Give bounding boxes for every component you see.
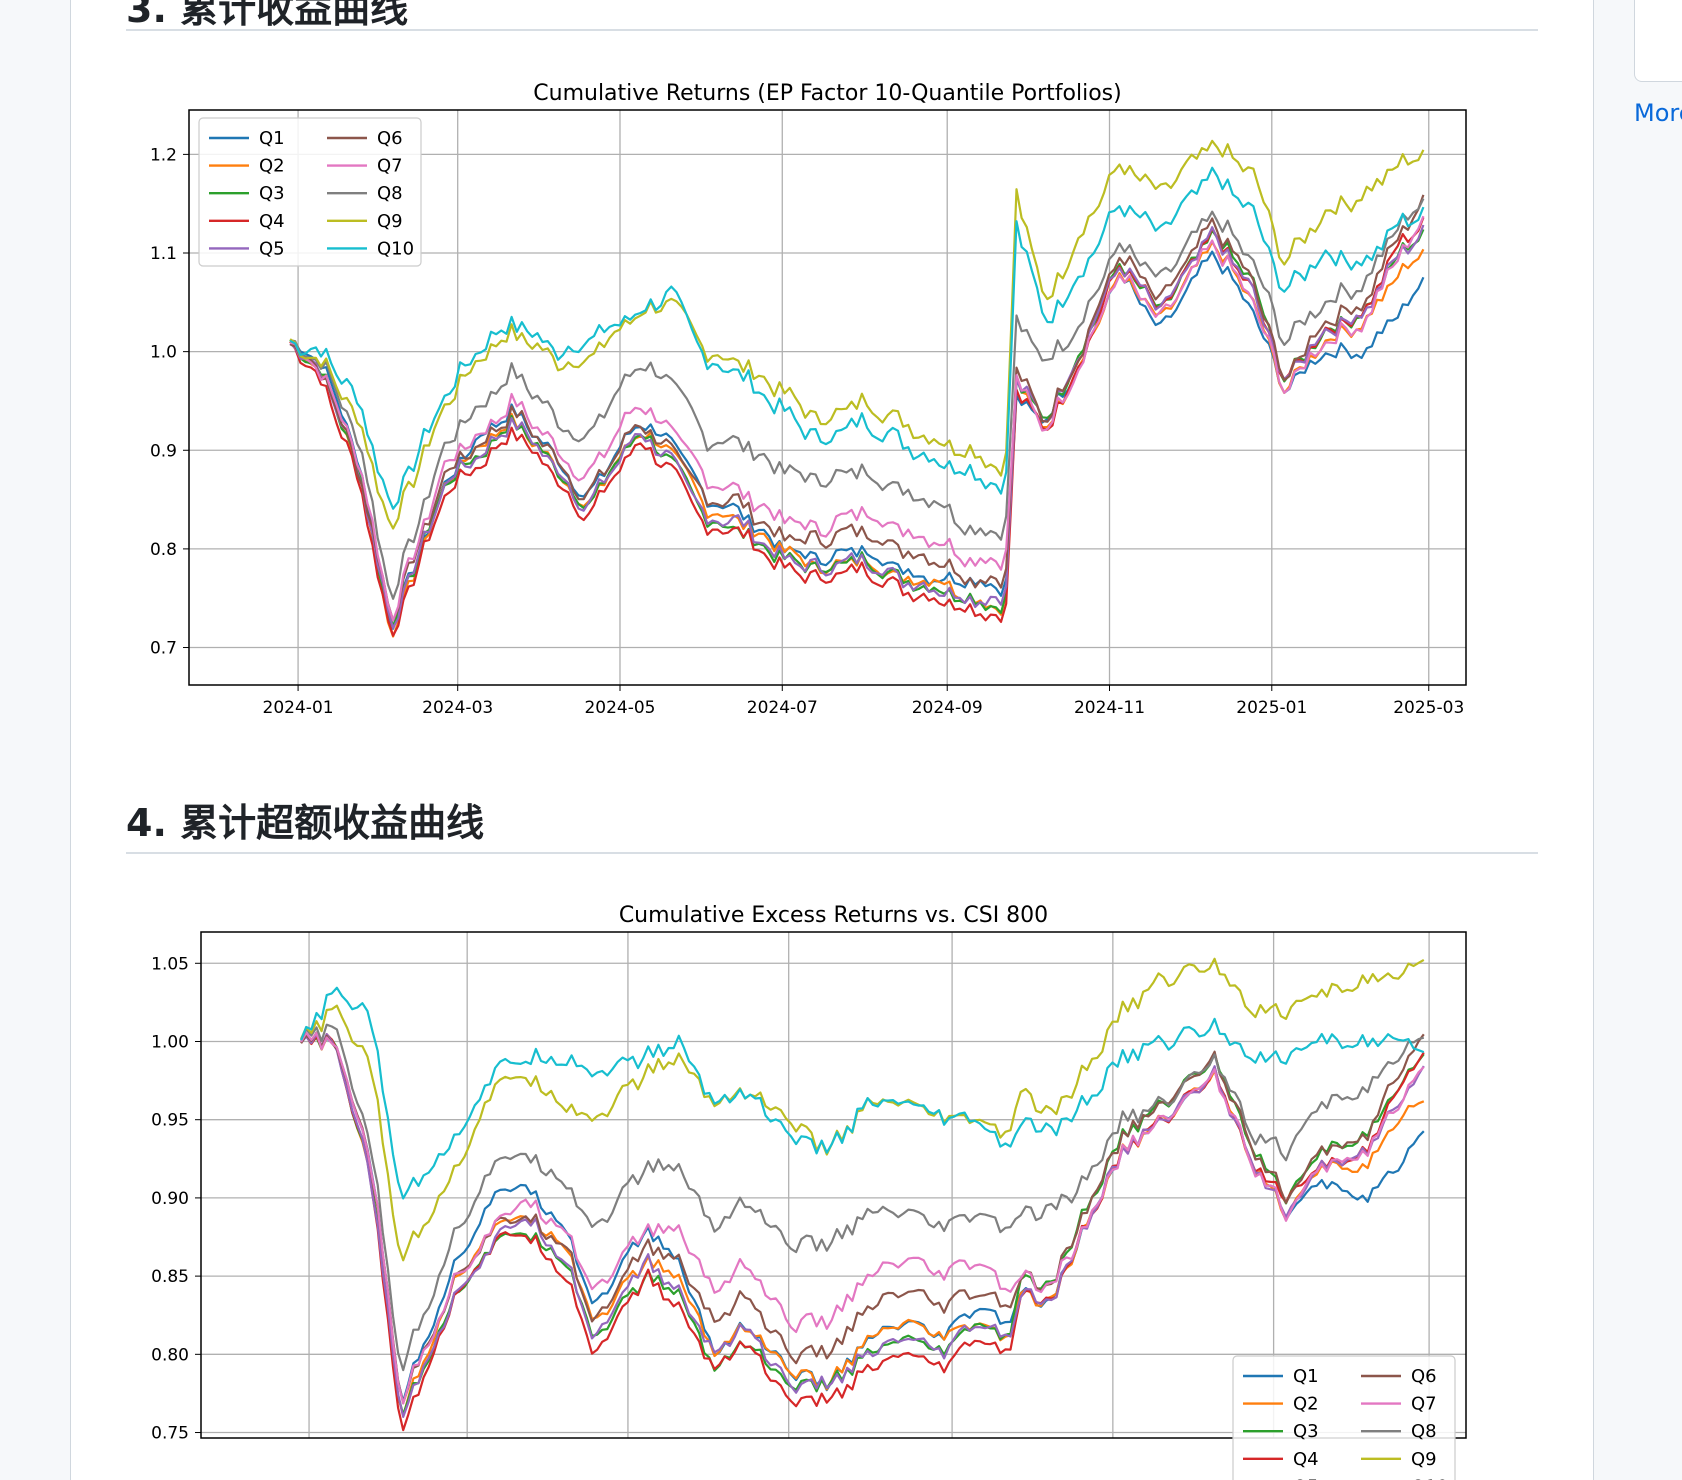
legend-label-q3: Q3 xyxy=(259,183,285,204)
cumulative-returns-chart: Cumulative Returns (EP Factor 10-Quantil… xyxy=(150,81,1467,718)
section-title-cumulative-excess-returns: 4. 累计超额收益曲线 xyxy=(126,801,485,845)
chart-title: Cumulative Returns (EP Factor 10-Quantil… xyxy=(533,81,1121,106)
legend-label-q5: Q5 xyxy=(259,238,285,259)
legend-label-q10: Q10 xyxy=(1411,1476,1448,1480)
series-line-q7 xyxy=(300,1031,1425,1405)
x-tick-label: 2024-01 xyxy=(263,698,334,718)
y-tick-label: 0.7 xyxy=(150,639,177,659)
y-tick-label: 0.80 xyxy=(151,1345,189,1365)
x-tick-label: 2025-03 xyxy=(1393,698,1464,718)
series-group xyxy=(300,957,1425,1432)
sidebar-more-link[interactable]: More xyxy=(1634,99,1682,127)
series-line-q10 xyxy=(300,986,1425,1200)
x-tick-label: 2024-11 xyxy=(1074,698,1145,718)
series-line-q8 xyxy=(289,198,1425,600)
chart-title: Cumulative Excess Returns vs. CSI 800 xyxy=(619,903,1048,928)
series-line-q5 xyxy=(289,224,1425,630)
series-group xyxy=(289,139,1425,638)
section-divider xyxy=(126,29,1538,31)
legend-label-q8: Q8 xyxy=(1411,1421,1437,1442)
legend-label-q4: Q4 xyxy=(1293,1449,1319,1470)
series-line-q8 xyxy=(300,1023,1425,1372)
legend-label-q10: Q10 xyxy=(377,238,414,259)
y-tick-label: 1.0 xyxy=(150,343,177,363)
series-line-q9 xyxy=(289,139,1425,530)
legend-label-q6: Q6 xyxy=(1411,1366,1437,1387)
x-tick-label: 2025-01 xyxy=(1236,698,1307,718)
legend-label-q9: Q9 xyxy=(1411,1449,1437,1470)
legend-label-q4: Q4 xyxy=(259,211,285,232)
x-tick-label: 2024-07 xyxy=(747,698,818,718)
y-tick-label: 0.8 xyxy=(150,540,177,560)
legend-label-q5: Q5 xyxy=(1293,1476,1319,1480)
legend-label-q7: Q7 xyxy=(377,156,403,177)
x-tick-label: 2024-09 xyxy=(912,698,983,718)
legend-label-q1: Q1 xyxy=(259,128,285,149)
x-tick-label: 2024-03 xyxy=(422,698,493,718)
legend: Q1 Q2 Q3 Q4 Q5 Q6 Q7 Q8 Q9 Q10 xyxy=(1232,1355,1456,1480)
y-tick-label: 1.1 xyxy=(150,244,177,264)
series-line-q7 xyxy=(289,215,1425,622)
series-line-q5 xyxy=(300,1033,1425,1419)
y-tick-label: 1.00 xyxy=(151,1032,189,1052)
legend-label-q9: Q9 xyxy=(377,211,403,232)
y-tick-label: 1.2 xyxy=(150,145,177,165)
sidebar-card xyxy=(1634,0,1682,82)
legend-box xyxy=(198,117,422,267)
section-divider xyxy=(126,852,1538,854)
y-tick-label: 0.75 xyxy=(151,1424,189,1444)
series-line-q6 xyxy=(289,194,1425,622)
plot-frame xyxy=(200,931,1467,1439)
series-line-q9 xyxy=(300,957,1425,1262)
legend-label-q8: Q8 xyxy=(377,183,403,204)
series-line-q1 xyxy=(289,250,1425,630)
legend-label-q7: Q7 xyxy=(1411,1394,1437,1415)
series-line-q10 xyxy=(289,166,1425,510)
section-title-cumulative-returns: 3. 累计收益曲线 xyxy=(126,0,409,31)
legend-label-q3: Q3 xyxy=(1293,1421,1319,1442)
y-tick-label: 0.90 xyxy=(151,1189,189,1209)
legend-label-q2: Q2 xyxy=(259,156,285,177)
legend-label-q1: Q1 xyxy=(1293,1366,1319,1387)
y-tick-label: 1.05 xyxy=(151,954,189,974)
x-tick-label: 2024-05 xyxy=(584,698,655,718)
legend-label-q2: Q2 xyxy=(1293,1394,1319,1415)
legend-label-q6: Q6 xyxy=(377,128,403,149)
y-tick-label: 0.95 xyxy=(151,1111,189,1131)
cumulative-excess-returns-chart: Cumulative Excess Returns vs. CSI 800 0.7… xyxy=(151,903,1467,1480)
legend: Q1 Q2 Q3 Q4 Q5 Q6 Q7 Q8 Q9 Q10 xyxy=(198,117,422,267)
series-line-q6 xyxy=(300,1031,1425,1405)
y-tick-label: 0.85 xyxy=(151,1267,189,1287)
y-tick-label: 0.9 xyxy=(150,441,177,461)
plot-frame xyxy=(188,109,1467,686)
